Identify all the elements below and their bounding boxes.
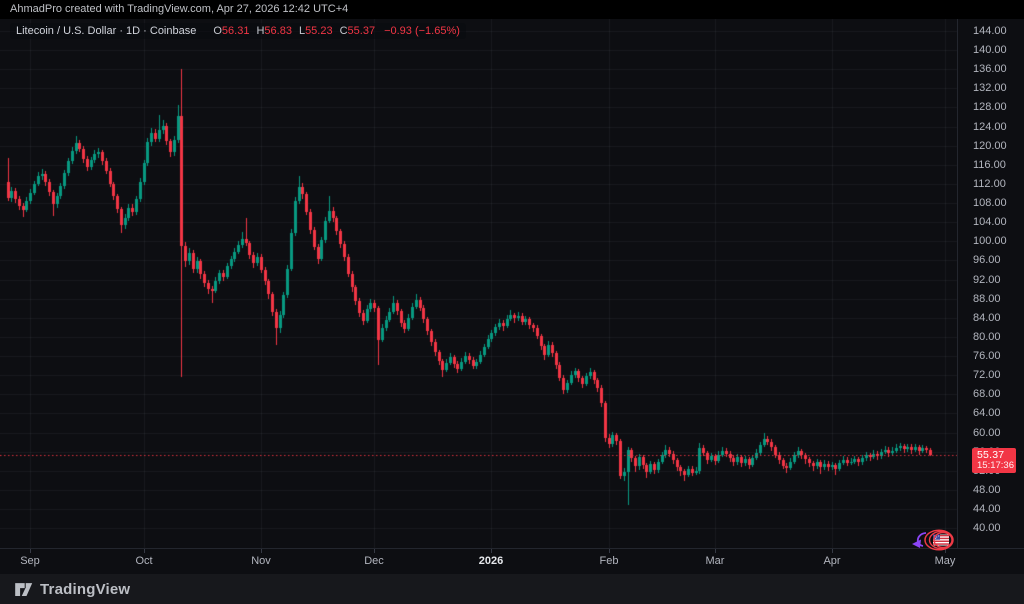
time-tick-label: Feb — [599, 555, 619, 567]
price-tick-label: 104.00 — [973, 216, 1007, 229]
price-tick-label: 40.00 — [973, 522, 1001, 535]
symbol-legend[interactable]: Litecoin / U.S. Dollar · 1D · Coinbase O5… — [10, 23, 466, 39]
close-value: 55.37 — [347, 25, 376, 37]
low-value: 55.23 — [305, 25, 333, 37]
time-tick-mark — [144, 549, 145, 553]
watermark-text: AhmadPro created with TradingView.com, A… — [0, 0, 1024, 19]
ohlc-values: O56.31 H56.83 L55.23 C55.37 −0.93 (−1.65%) — [206, 25, 460, 37]
time-tick-mark — [832, 549, 833, 553]
time-tick-label: Nov — [251, 555, 271, 567]
price-tick-label: 96.00 — [973, 254, 1001, 267]
change-value: −0.93 (−1.65%) — [384, 25, 460, 37]
price-tick-label: 92.00 — [973, 273, 1001, 286]
time-tick-label: Apr — [823, 555, 841, 567]
price-tick-label: 64.00 — [973, 407, 1001, 420]
price-tick-label: 120.00 — [973, 139, 1007, 152]
price-tick-label: 44.00 — [973, 503, 1001, 515]
bottom-toolbar: TradingView — [0, 574, 1024, 604]
price-tick-label: 128.00 — [973, 101, 1007, 114]
time-tick-mark — [261, 549, 262, 553]
price-tick-label: 112.00 — [973, 177, 1006, 190]
time-tick-label: Sep — [20, 555, 40, 567]
price-tick-label: 88.00 — [973, 292, 1001, 305]
price-tick-label: 68.00 — [973, 388, 1001, 401]
price-tick-label: 48.00 — [973, 483, 1001, 496]
time-tick-mark — [609, 549, 610, 553]
time-tick-mark — [30, 549, 31, 553]
close-label: C — [339, 25, 348, 37]
time-tick-mark — [715, 549, 716, 553]
time-tick-label: 2026 — [478, 555, 504, 567]
price-tick-label: 72.00 — [973, 369, 1001, 382]
price-tick-label: 124.00 — [973, 120, 1007, 133]
price-tick-label: 60.00 — [973, 426, 1001, 439]
us-flag-glyph — [933, 534, 949, 546]
price-tick-label: 116.00 — [973, 158, 1006, 171]
bar-countdown: 15:17:36 — [977, 460, 1014, 471]
open-label: O — [213, 25, 222, 37]
low-label: L — [298, 25, 306, 37]
price-tick-label: 84.00 — [973, 311, 1001, 324]
high-value: 56.83 — [264, 25, 292, 37]
time-tick-mark — [945, 549, 946, 553]
price-tick-label: 108.00 — [973, 197, 1007, 210]
last-price-value: 55.37 — [977, 449, 1005, 461]
symbol-title: Litecoin / U.S. Dollar · 1D · Coinbase — [16, 25, 197, 37]
price-tick-label: 76.00 — [973, 350, 1001, 363]
high-label: H — [256, 25, 265, 37]
time-tick-label: Dec — [364, 555, 384, 567]
last-price-badge: 55.37 15:17:36 — [972, 448, 1016, 473]
brand-name[interactable]: TradingView — [40, 580, 131, 598]
flag-scribble-icon — [912, 529, 954, 551]
time-axis[interactable]: Sep Oct Nov Dec 2026 Feb Mar Apr May — [0, 548, 1024, 575]
time-tick-mark — [491, 549, 492, 553]
time-tick-label: Mar — [705, 555, 725, 567]
price-tick-label: 132.00 — [973, 82, 1007, 95]
time-tick-label: May — [934, 555, 956, 567]
price-tick-label: 100.00 — [973, 235, 1007, 248]
open-value: 56.31 — [221, 25, 250, 37]
price-tick-label: 80.00 — [973, 330, 1001, 343]
time-tick-mark — [374, 549, 375, 553]
time-tick-label: Oct — [135, 555, 153, 567]
price-tick-label: 144.00 — [973, 25, 1007, 37]
price-tick-label: 140.00 — [973, 44, 1007, 57]
price-tick-label: 136.00 — [973, 63, 1007, 76]
tradingview-logo-icon[interactable] — [14, 581, 33, 598]
